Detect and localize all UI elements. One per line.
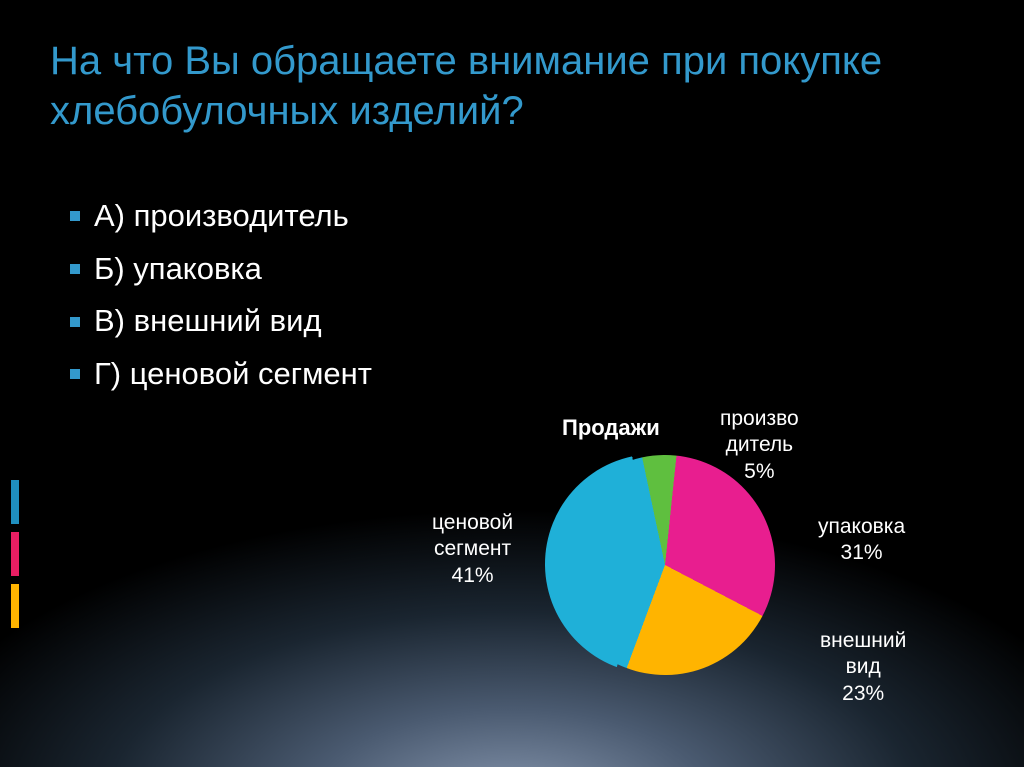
- list-item-label: А) производитель: [94, 190, 349, 243]
- slide: На что Вы обращаете внимание при покупке…: [0, 0, 1024, 767]
- bullet-marker-icon: [70, 369, 80, 379]
- accent-bar: [11, 532, 19, 576]
- list-item: А) производитель: [70, 190, 372, 243]
- list-item: В) внешний вид: [70, 295, 372, 348]
- list-item: Г) ценовой сегмент: [70, 348, 372, 401]
- bullet-marker-icon: [70, 211, 80, 221]
- pie-data-label: ценовой сегмент 41%: [432, 510, 513, 589]
- pie-data-label: упаковка 31%: [818, 514, 905, 567]
- list-item-label: В) внешний вид: [94, 295, 322, 348]
- list-item: Б) упаковка: [70, 243, 372, 296]
- accent-bars: [11, 480, 19, 630]
- pie-data-label: произво дитель 5%: [720, 406, 799, 485]
- bullet-marker-icon: [70, 317, 80, 327]
- accent-bar: [11, 584, 19, 628]
- accent-bar: [11, 480, 19, 524]
- bullet-marker-icon: [70, 264, 80, 274]
- bullet-list: А) производитель Б) упаковка В) внешний …: [70, 190, 372, 401]
- slide-title: На что Вы обращаете внимание при покупке…: [50, 36, 974, 136]
- list-item-label: Г) ценовой сегмент: [94, 348, 372, 401]
- pie-data-label: внешний вид 23%: [820, 628, 906, 707]
- chart-title: Продажи: [562, 415, 660, 441]
- pie-chart: [555, 455, 775, 675]
- list-item-label: Б) упаковка: [94, 243, 262, 296]
